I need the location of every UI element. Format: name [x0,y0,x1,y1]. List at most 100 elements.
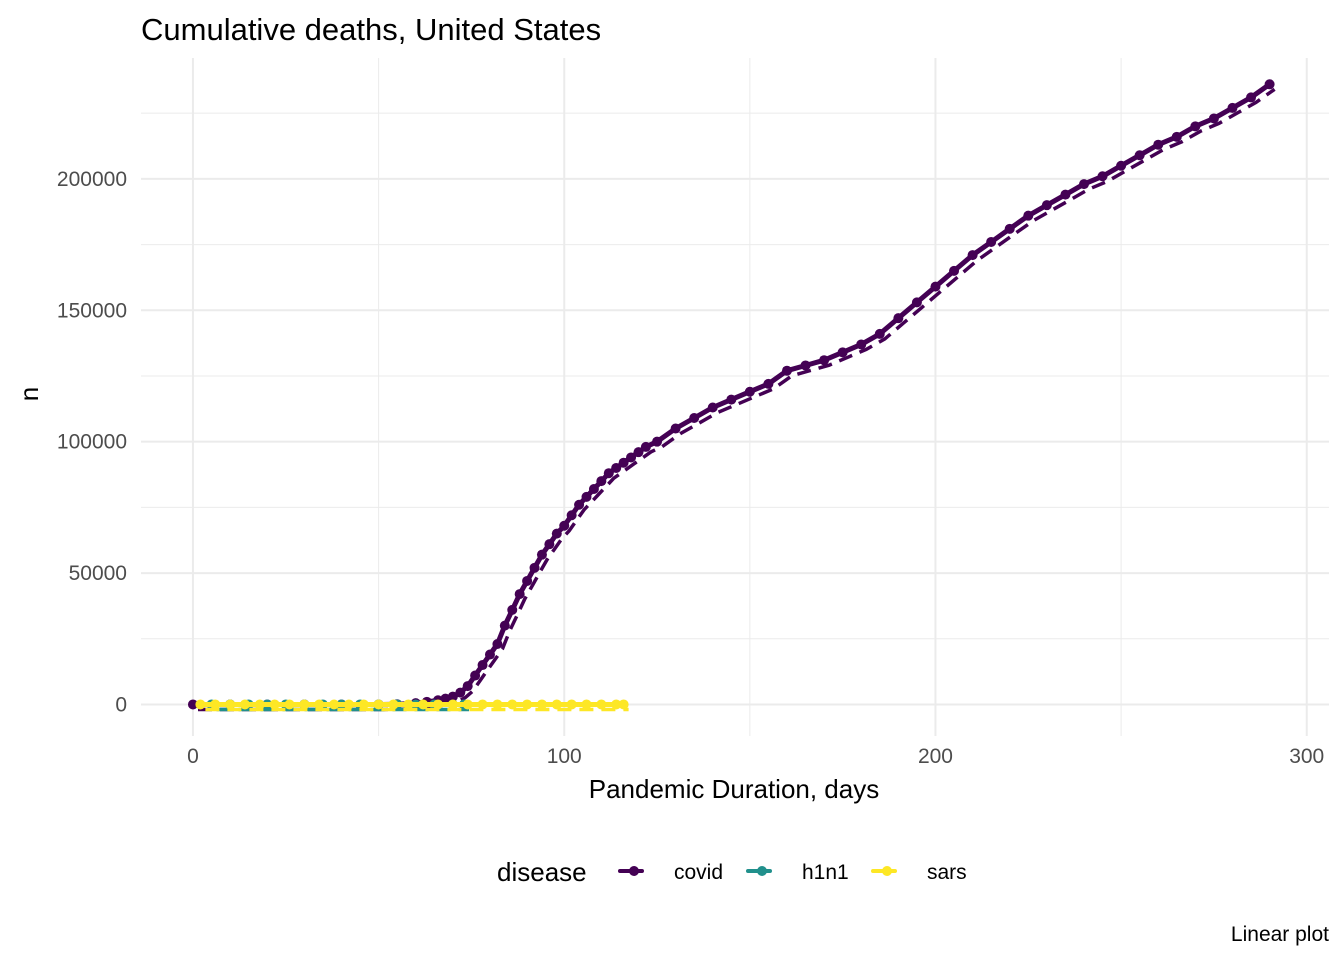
data-point-covid [514,589,525,600]
data-point-sars [314,699,325,710]
data-point-covid [603,468,614,479]
legend-label-h1n1: h1n1 [802,861,849,884]
data-point-covid [581,491,592,502]
data-point-sars [551,699,562,710]
data-point-covid [781,365,792,376]
data-point-covid [633,447,644,458]
data-point-covid [949,265,960,276]
data-point-covid [930,281,941,292]
series-line-covid [190,81,1273,707]
data-point-covid [911,297,922,308]
data-point-covid [611,462,622,473]
data-point-covid [1227,102,1238,113]
legend-title: disease [497,857,587,887]
data-point-sars [477,699,488,710]
data-point-covid [1171,131,1182,142]
data-point-sars [210,699,221,710]
data-point-sars [373,699,384,710]
data-point-sars [225,699,236,710]
data-point-covid [588,483,599,494]
data-point-sars [566,699,577,710]
data-point-covid [1078,179,1089,190]
data-point-sars [254,699,265,710]
data-point-covid [499,620,510,631]
data-point-covid [744,386,755,397]
x-tick-label: 100 [547,745,582,768]
data-point-covid [187,699,198,710]
x-tick-label: 200 [918,745,953,768]
data-point-sars [403,699,414,710]
data-point-covid [819,355,830,366]
data-point-sars [433,699,443,710]
data-point-sars [329,699,340,710]
data-point-covid [1246,92,1257,103]
data-point-covid [1134,150,1145,161]
data-point-covid [484,649,495,660]
data-point-sars [522,699,533,710]
legend-label-sars: sars [927,861,967,884]
legend-point-sars [882,866,892,876]
data-point-covid [507,604,518,615]
data-point-covid [726,394,737,405]
y-tick-label: 200000 [57,168,127,191]
data-point-covid [856,339,867,350]
data-point-covid [1097,171,1108,182]
data-point-covid [626,452,637,463]
legend-key-h1n1 [746,866,772,876]
y-tick-label: 0 [115,693,127,716]
data-point-covid [707,402,718,413]
legend-point-h1n1 [757,866,767,876]
data-point-covid [529,562,540,573]
data-point-sars [462,699,473,710]
data-point-covid [618,457,629,468]
data-point-covid [447,691,458,702]
data-point-covid [1023,210,1034,221]
data-point-sars [239,699,250,710]
legend: disease covid h1n1 sars [497,857,967,887]
data-point-covid [492,639,503,650]
data-point-sars [536,699,547,710]
data-point-sars [581,699,592,710]
data-point-sars [611,699,622,710]
data-point-sars [596,699,607,710]
grid-lines [141,58,1329,736]
data-point-covid [455,687,466,698]
x-axis-title: Pandemic Duration, days [589,774,879,804]
data-point-covid [596,476,607,487]
data-point-covid [462,681,473,692]
data-point-covid [893,313,904,324]
series-dashed-line-covid [198,87,1276,712]
y-tick-label: 150000 [57,299,127,322]
data-point-sars [299,699,310,710]
data-point-sars [343,699,354,710]
data-point-covid [544,539,555,550]
data-point-covid [689,413,700,424]
data-point-covid [640,441,651,452]
data-point-sars [269,699,280,710]
series-covid [187,79,1276,712]
data-point-sars [507,699,518,710]
data-point-covid [522,575,533,586]
data-point-covid [837,347,848,358]
data-point-sars [284,699,295,710]
data-point-covid [1264,79,1275,90]
legend-point-covid [629,866,639,876]
y-axis-ticks: 0 50000 100000 150000 200000 [57,168,127,717]
series-layer [187,79,1276,712]
data-point-covid [1190,121,1201,132]
y-axis-title: n [14,387,44,401]
data-point-covid [670,423,681,434]
legend-label-covid: covid [674,861,723,884]
data-point-covid [652,436,663,447]
y-tick-label: 50000 [69,562,127,585]
legend-key-sars [871,866,897,876]
data-point-covid [1116,160,1127,171]
data-point-sars [418,699,429,710]
data-point-covid [1041,200,1052,211]
data-point-sars [618,699,629,710]
chart-title: Cumulative deaths, United States [141,12,601,47]
data-point-covid [477,660,488,671]
data-point-sars [447,699,458,710]
chart-caption: Linear plot [1231,923,1329,946]
